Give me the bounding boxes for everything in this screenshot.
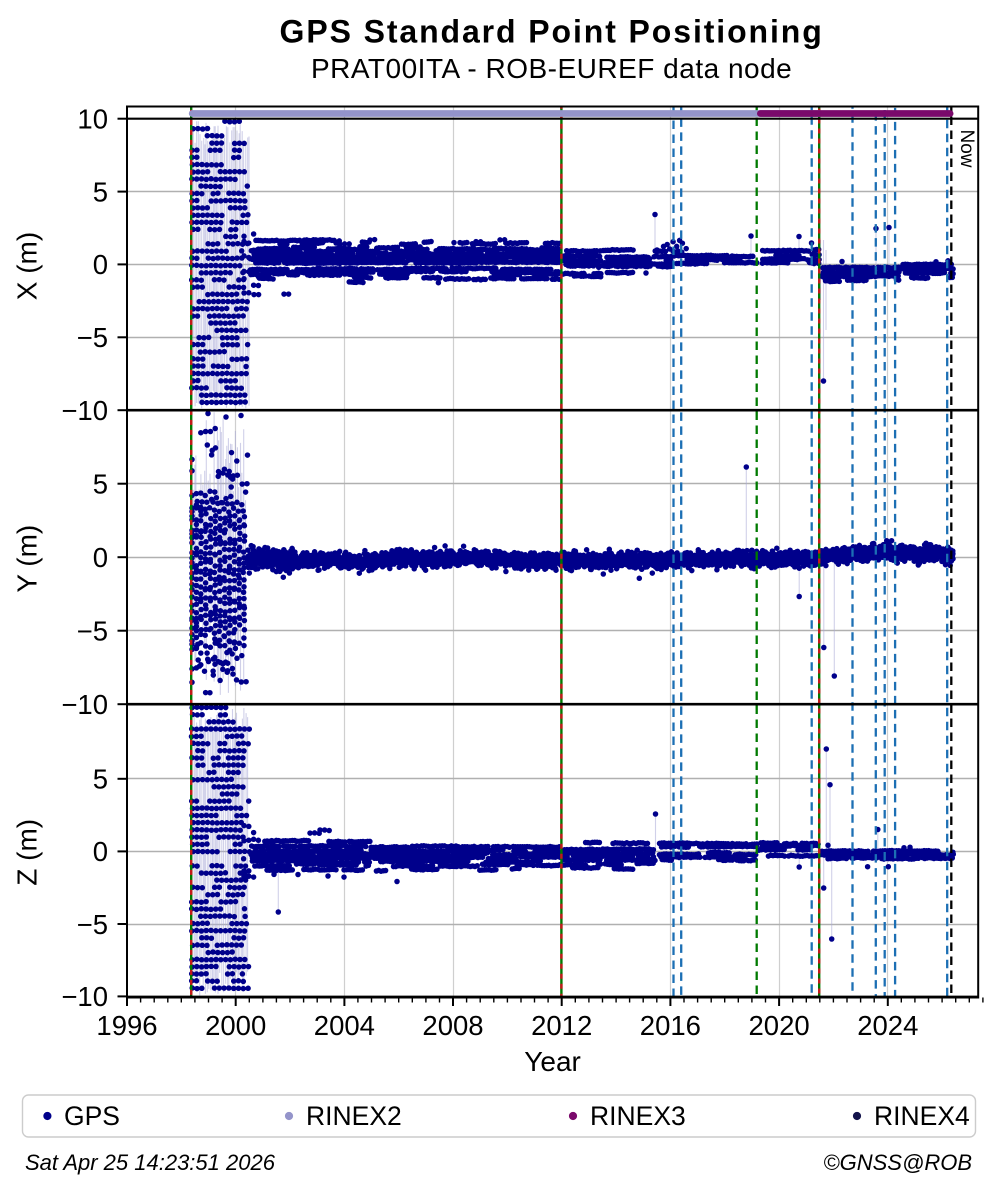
svg-text:RINEX4: RINEX4	[874, 1101, 970, 1131]
svg-text:2016: 2016	[640, 1010, 701, 1041]
svg-text:0: 0	[93, 836, 108, 867]
svg-text:RINEX2: RINEX2	[306, 1101, 402, 1131]
svg-text:Y (m): Y (m)	[12, 525, 43, 593]
svg-text:2008: 2008	[422, 1010, 483, 1041]
svg-text:1996: 1996	[96, 1010, 157, 1041]
svg-text:2024: 2024	[857, 1010, 918, 1041]
svg-text:Z (m): Z (m)	[12, 819, 43, 886]
svg-text:−10: −10	[61, 981, 108, 1012]
svg-text:Year: Year	[524, 1046, 581, 1077]
svg-text:0: 0	[93, 249, 108, 280]
svg-text:2020: 2020	[749, 1010, 810, 1041]
svg-text:2004: 2004	[314, 1010, 375, 1041]
svg-text:5: 5	[93, 764, 108, 795]
svg-text:−10: −10	[61, 689, 108, 720]
svg-text:2000: 2000	[205, 1010, 266, 1041]
svg-text:Sat Apr 25 14:23:51 2026: Sat Apr 25 14:23:51 2026	[25, 1150, 276, 1175]
svg-text:GPS: GPS	[64, 1101, 120, 1131]
svg-text:5: 5	[93, 176, 108, 207]
svg-text:PRAT00ITA - ROB-EUREF data nod: PRAT00ITA - ROB-EUREF data node	[311, 53, 792, 84]
svg-text:−5: −5	[77, 616, 108, 647]
svg-text:2012: 2012	[531, 1010, 592, 1041]
svg-text:GPS Standard Point Positioning: GPS Standard Point Positioning	[280, 14, 824, 50]
svg-text:5: 5	[93, 469, 108, 500]
svg-text:©GNSS@ROB: ©GNSS@ROB	[823, 1150, 972, 1175]
svg-text:X (m): X (m)	[12, 232, 43, 300]
svg-text:−5: −5	[77, 909, 108, 940]
svg-text:RINEX3: RINEX3	[590, 1101, 686, 1131]
svg-text:0: 0	[93, 542, 108, 573]
svg-text:10: 10	[77, 104, 108, 135]
svg-text:−10: −10	[61, 395, 108, 426]
svg-text:−5: −5	[77, 322, 108, 353]
svg-text:Now: Now	[956, 130, 977, 168]
